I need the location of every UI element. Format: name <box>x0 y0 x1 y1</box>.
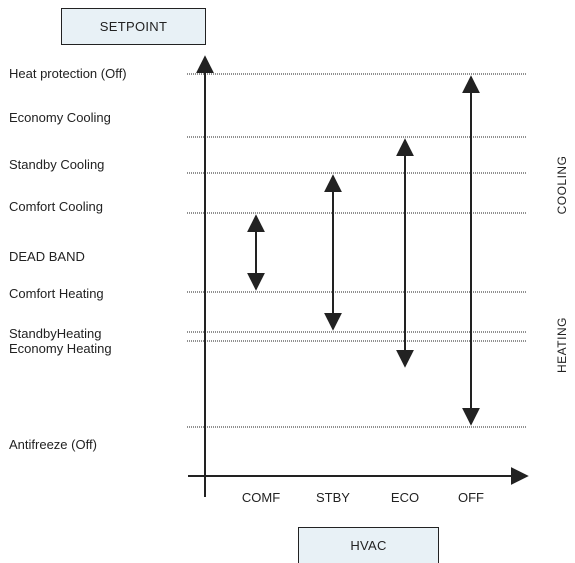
level-economy-heating: Economy Heating <box>9 341 112 356</box>
setpoint-label: SETPOINT <box>99 19 168 34</box>
level-standby-cooling: Standby Cooling <box>9 157 105 172</box>
cooling-label: COOLING <box>555 155 569 215</box>
level-comfort-heating: Comfort Heating <box>9 286 104 301</box>
mode-label-stby: STBY <box>316 490 350 505</box>
hvac-box: HVAC <box>298 527 439 563</box>
level-comfort-cooling: Comfort Cooling <box>9 199 103 214</box>
setpoint-box: SETPOINT <box>61 8 206 45</box>
mode-label-eco: ECO <box>390 490 420 505</box>
mode-label-off: OFF <box>458 490 484 505</box>
level-standby-heating: StandbyHeating <box>9 326 102 341</box>
level-economy-cooling: Economy Cooling <box>9 110 111 125</box>
level-heat-protection: Heat protection (Off) <box>9 66 127 81</box>
mode-label-comf: COMF <box>241 490 281 505</box>
level-antifreeze: Antifreeze (Off) <box>9 437 97 452</box>
heating-label: HEATING <box>555 317 569 373</box>
hvac-label: HVAC <box>350 538 387 553</box>
level-dead-band: DEAD BAND <box>9 249 85 264</box>
